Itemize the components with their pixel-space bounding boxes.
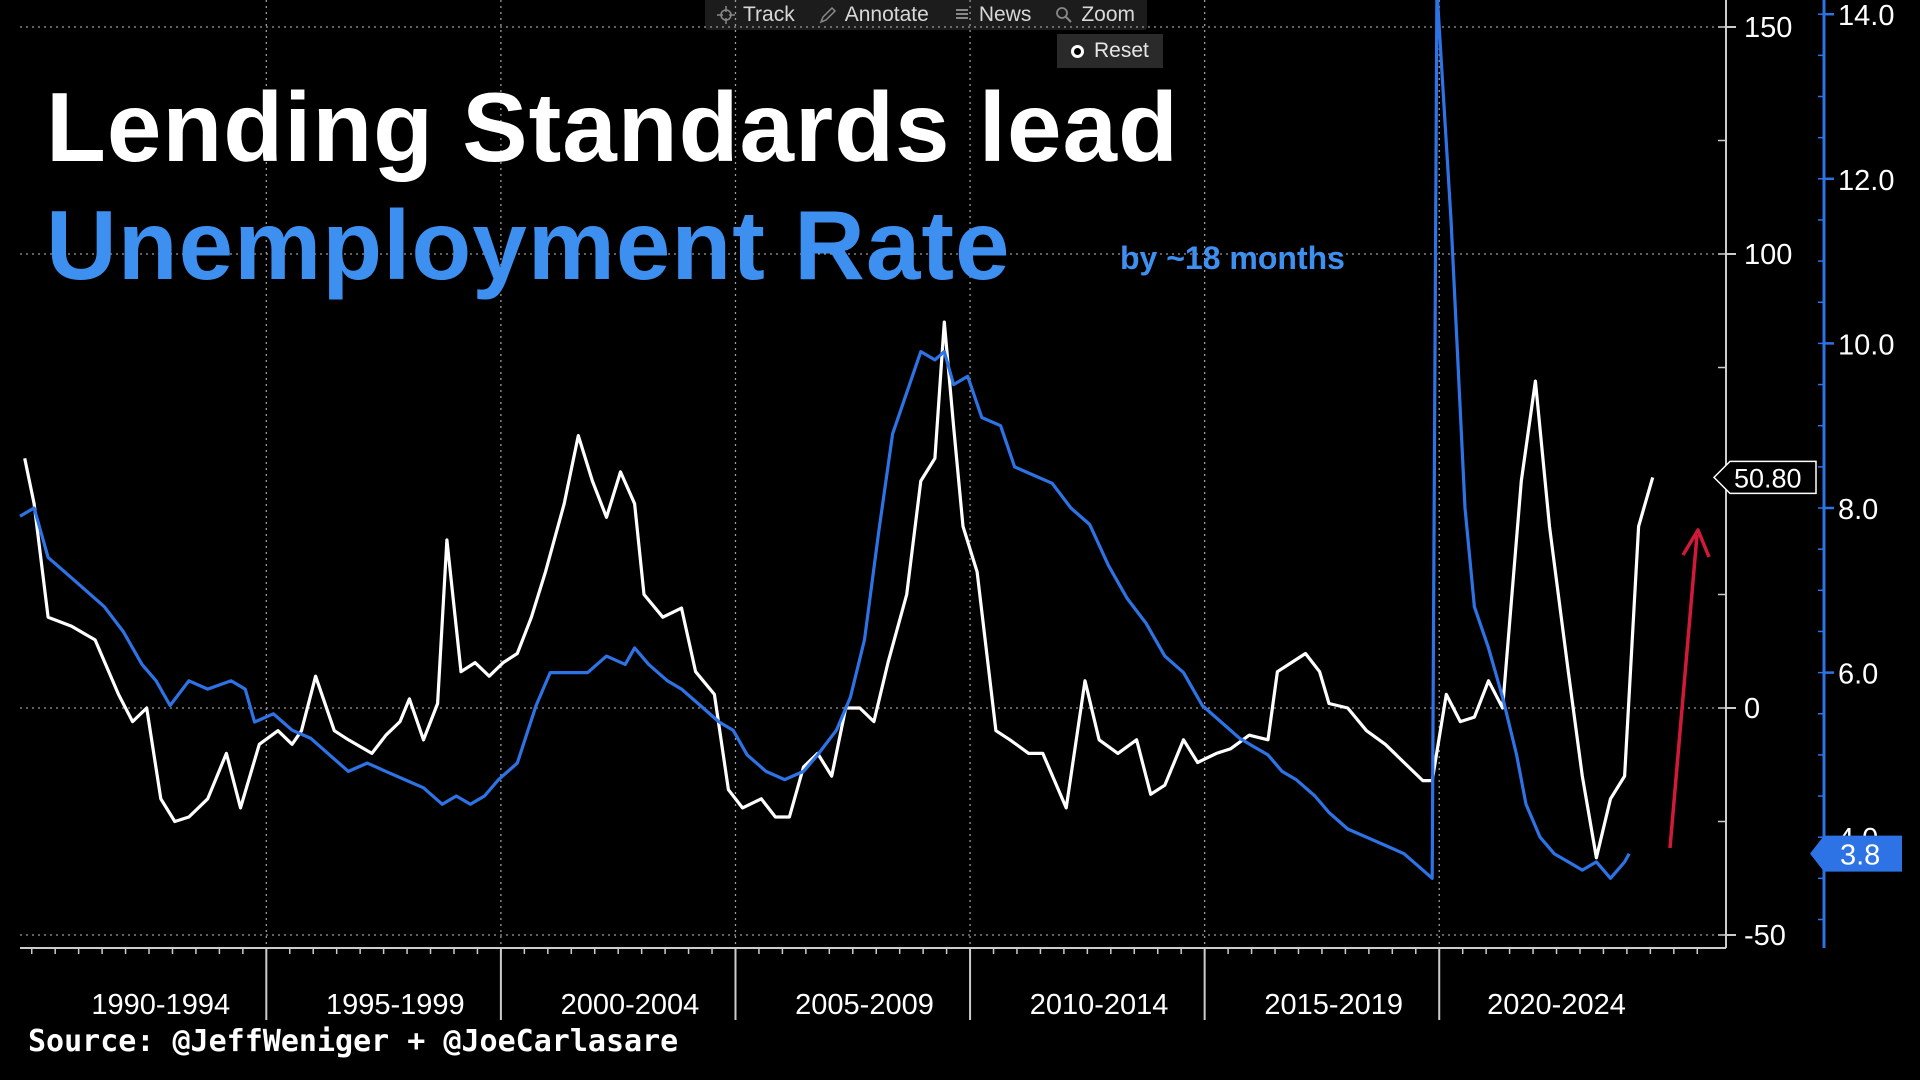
- reset-icon: [1071, 44, 1084, 58]
- track-button[interactable]: Track: [705, 0, 807, 30]
- news-label: News: [978, 3, 1032, 26]
- x-tick-label: 2020-2024: [1487, 989, 1626, 1021]
- x-tick-label: 1995-1999: [326, 989, 465, 1021]
- reset-label: Reset: [1094, 39, 1149, 62]
- red-arrow-shaft: [1668, 534, 1699, 849]
- chart-subtitle: by ~18 months: [1120, 240, 1345, 276]
- right-tick-label: 14.0: [1838, 0, 1894, 32]
- chart-title-line2: Unemployment Rate: [46, 190, 1011, 300]
- pencil-icon: [819, 6, 836, 24]
- left-tick-label: 100: [1744, 239, 1792, 271]
- zoom-button[interactable]: Zoom: [1043, 0, 1147, 30]
- source-caption: Source: @JeffWeniger + @JoeCarlasare: [28, 1024, 679, 1059]
- news-icon: [955, 9, 968, 19]
- lending-standards-line: [23, 320, 1655, 860]
- unemployment-rate-line: [19, 0, 1631, 880]
- last-value-label-white: 50.80: [1734, 463, 1802, 493]
- x-tick-label: 1990-1994: [91, 989, 230, 1021]
- right-tick-label: 12.0: [1838, 165, 1894, 197]
- right-tick-label: 10.0: [1838, 329, 1894, 361]
- right-tick-label: 8.0: [1838, 494, 1878, 526]
- news-button[interactable]: News: [941, 0, 1044, 30]
- track-label: Track: [743, 3, 795, 26]
- crosshair-icon: [717, 6, 735, 24]
- last-value-tag-blue: [1810, 835, 1902, 872]
- right-tick-label: 6.0: [1838, 659, 1878, 691]
- annotate-label: Annotate: [844, 3, 929, 26]
- left-tick-label: -50: [1744, 920, 1786, 952]
- last-value-label-blue: 3.8: [1840, 840, 1880, 872]
- x-tick-label: 2000-2004: [561, 989, 700, 1021]
- x-tick-label: 2005-2009: [795, 989, 934, 1021]
- magnifier-icon: [1056, 7, 1073, 23]
- chart-title-line1: Lending Standards lead: [46, 72, 1179, 182]
- annotate-button[interactable]: Annotate: [807, 0, 941, 30]
- last-value-tag-white: [1712, 460, 1817, 495]
- left-tick-label: 0: [1744, 693, 1760, 725]
- chart-toolbar: Track Annotate News Zoom: [705, 0, 1148, 30]
- zoom-label: Zoom: [1081, 3, 1136, 26]
- x-tick-label: 2010-2014: [1030, 989, 1169, 1021]
- red-arrow-head: [1681, 528, 1711, 558]
- x-tick-label: 2015-2019: [1264, 989, 1403, 1021]
- reset-button[interactable]: Reset: [1057, 34, 1163, 68]
- left-tick-label: 150: [1744, 12, 1792, 44]
